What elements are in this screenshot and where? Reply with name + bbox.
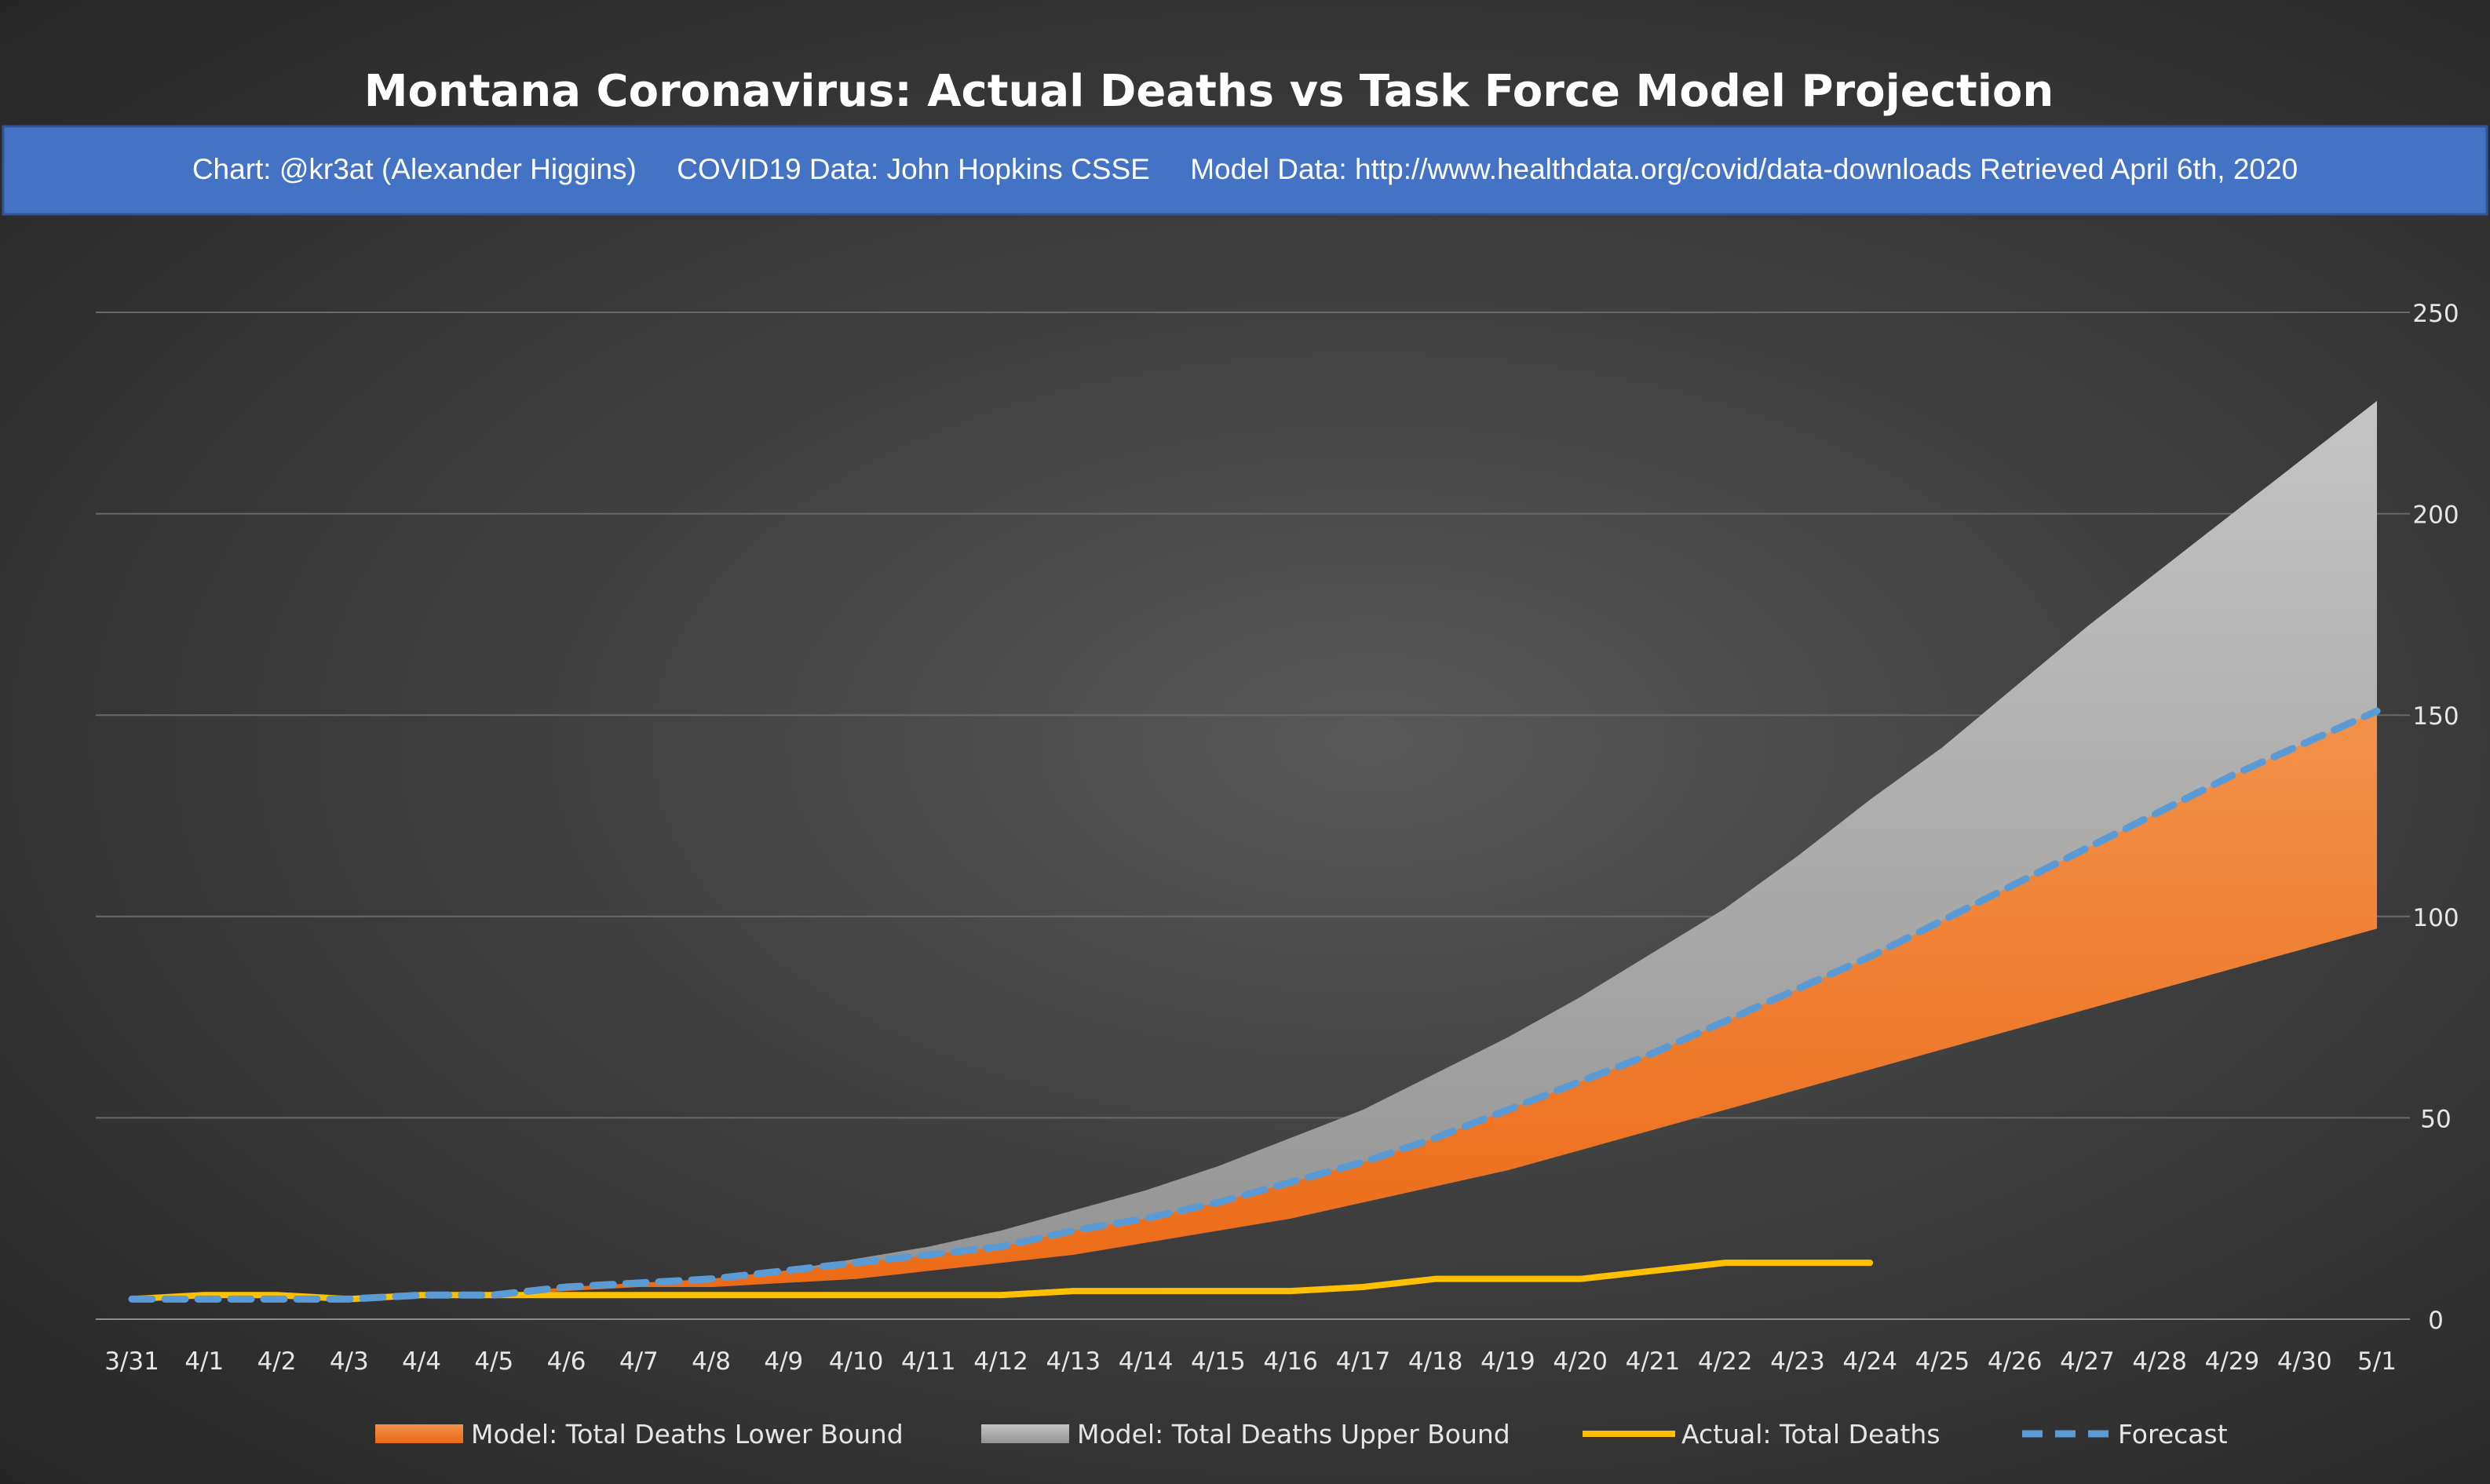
x-tick-label: 4/16 (1263, 1347, 1318, 1376)
x-tick-label: 4/18 (1408, 1347, 1463, 1376)
x-tick-label: 4/26 (1988, 1347, 2043, 1376)
x-tick-label: 4/14 (1119, 1347, 1174, 1376)
x-tick-label: 4/6 (547, 1347, 586, 1376)
x-tick-label: 4/1 (184, 1347, 224, 1376)
y-tick-label: 100 (2412, 904, 2459, 932)
legend: Model: Total Deaths Lower Bound Model: To… (375, 1419, 2228, 1449)
x-tick-label: 4/13 (1046, 1347, 1101, 1376)
x-tick-label: 4/3 (330, 1347, 369, 1376)
x-tick-label: 4/15 (1191, 1347, 1246, 1376)
plot-areas (132, 400, 2377, 1300)
x-tick-label: 4/17 (1336, 1347, 1391, 1376)
x-tick-label: 4/21 (1626, 1347, 1681, 1376)
legend-label: Model: Total Deaths Upper Bound (1077, 1419, 1510, 1449)
series-area-lower-bound (132, 711, 2377, 1300)
x-tick-label: 4/9 (764, 1347, 803, 1376)
series-line-actual-deaths (129, 1260, 1874, 1303)
legend-swatch (375, 1424, 463, 1443)
x-tick-label: 4/27 (2060, 1347, 2115, 1376)
x-tick-label: 4/8 (692, 1347, 731, 1376)
x-tick-label: 4/12 (973, 1347, 1028, 1376)
x-tick-label: 4/22 (1698, 1347, 1753, 1376)
legend-label: Actual: Total Deaths (1681, 1419, 1941, 1449)
x-tick-label: 5/1 (2357, 1347, 2397, 1376)
chart-title: Montana Coronavirus: Actual Deaths vs Ta… (364, 66, 2054, 117)
legend-label: Forecast (2118, 1419, 2228, 1449)
x-tick-label: 4/28 (2132, 1347, 2187, 1376)
y-axis-ticks: 0 50 100 150 200 250 (2412, 300, 2459, 1335)
y-tick-label: 200 (2412, 501, 2459, 530)
x-tick-label: 4/25 (1915, 1347, 1970, 1376)
y-tick-label: 0 (2428, 1307, 2444, 1335)
x-tick-label: 4/24 (1842, 1347, 1897, 1376)
x-tick-label: 4/2 (257, 1347, 297, 1376)
x-tick-label: 4/5 (474, 1347, 513, 1376)
subtitle-banner (2, 125, 2488, 216)
x-tick-label: 4/23 (1770, 1347, 1825, 1376)
plot-lines (128, 707, 2381, 1303)
x-axis-ticks: 3/31 4/1 4/2 4/3 4/4 4/5 4/6 4/7 4/8 4/9 4/10 4/11 4… (104, 1347, 2397, 1376)
y-tick-label: 50 (2420, 1105, 2451, 1133)
y-tick-label: 250 (2412, 300, 2459, 328)
x-tick-label: 4/11 (901, 1347, 956, 1376)
series-line-forecast (128, 707, 2381, 1303)
y-tick-label: 150 (2412, 702, 2459, 731)
x-tick-label: 4/20 (1553, 1347, 1608, 1376)
gridlines (96, 312, 2410, 1320)
x-tick-label: 4/7 (619, 1347, 659, 1376)
x-tick-label: 4/4 (402, 1347, 441, 1376)
legend-label: Model: Total Deaths Lower Bound (471, 1419, 904, 1449)
x-tick-label: 4/10 (829, 1347, 884, 1376)
legend-swatch (981, 1424, 1069, 1443)
x-tick-label: 4/19 (1480, 1347, 1535, 1376)
series-area-upper-bound (132, 400, 2377, 1300)
x-tick-label: 4/30 (2277, 1347, 2332, 1376)
x-tick-label: 4/29 (2205, 1347, 2260, 1376)
x-tick-label: 3/31 (104, 1347, 159, 1376)
chart-subtitle: Chart: @kr3at (Alexander Higgins) COVID1… (192, 153, 2298, 185)
